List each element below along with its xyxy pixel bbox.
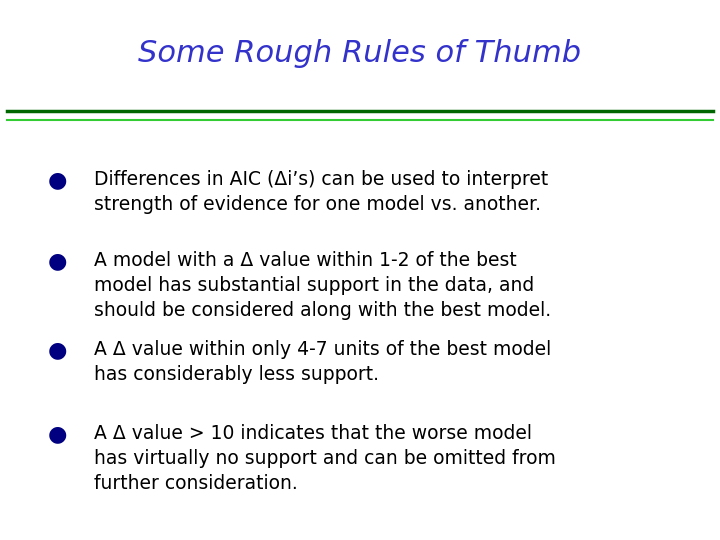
Text: ●: ● — [48, 251, 67, 271]
Text: A model with a Δ value within 1-2 of the best
model has substantial support in t: A model with a Δ value within 1-2 of the… — [94, 251, 551, 320]
Text: Differences in AIC (Δi’s) can be used to interpret
strength of evidence for one : Differences in AIC (Δi’s) can be used to… — [94, 170, 548, 214]
Text: A Δ value within only 4-7 units of the best model
has considerably less support.: A Δ value within only 4-7 units of the b… — [94, 340, 551, 384]
Text: Some Rough Rules of Thumb: Some Rough Rules of Thumb — [138, 39, 582, 69]
Text: A Δ value > 10 indicates that the worse model
has virtually no support and can b: A Δ value > 10 indicates that the worse … — [94, 424, 555, 493]
Text: ●: ● — [48, 424, 67, 444]
Text: ●: ● — [48, 170, 67, 190]
Text: ●: ● — [48, 340, 67, 360]
